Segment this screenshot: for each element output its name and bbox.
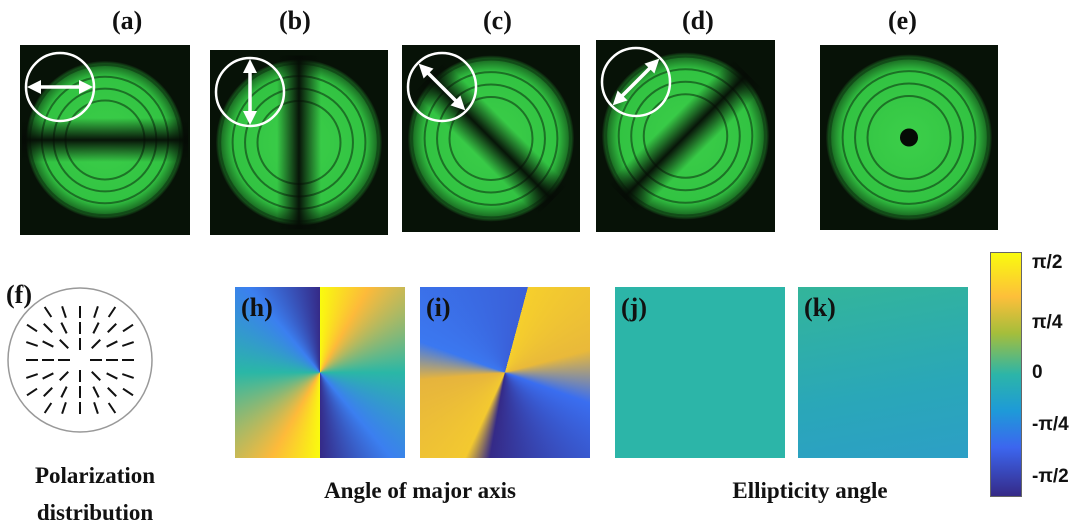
panel-label: (k)	[804, 293, 836, 323]
polarization-segment	[27, 389, 37, 396]
angle-map: (h)	[235, 287, 405, 458]
polarization-segment	[109, 403, 116, 413]
panel-label: (c)	[483, 6, 512, 36]
polarization-segment	[93, 323, 98, 334]
beam-panel	[20, 45, 190, 235]
panel-label: (i)	[426, 293, 451, 323]
polarization-segment	[43, 341, 54, 346]
beam-panel	[210, 50, 388, 235]
panel-label: (j)	[621, 293, 647, 323]
colorbar	[990, 252, 1022, 497]
polarization-segment	[45, 307, 52, 317]
angle-map: (i)	[420, 287, 590, 458]
polarization-segment	[94, 402, 98, 413]
beam-panel	[820, 45, 998, 230]
polarization-segment	[123, 325, 133, 332]
caption: Angle of major axis	[260, 472, 580, 509]
polarization-segment	[61, 387, 66, 398]
figure: (a) (b) (c) (d) (e) (f) (h) (i) (j) (k) …	[0, 0, 1081, 525]
ellipticity-map: (j)	[615, 287, 785, 458]
colorbar-tick-label: 0	[1032, 362, 1043, 384]
polarization-segment	[107, 341, 118, 346]
polarization-segment	[62, 402, 66, 413]
polarization-segment	[92, 340, 100, 348]
polarization-segment	[60, 340, 68, 348]
colorbar-tick-label: π/4	[1032, 312, 1062, 334]
polarization-segment	[94, 306, 98, 317]
beam-core	[900, 129, 918, 147]
polarization-segment	[43, 373, 54, 378]
polarization-segment	[26, 374, 37, 378]
polarization-segment	[108, 388, 116, 396]
colorbar-tick-label: -π/2	[1032, 466, 1069, 488]
polarization-segment	[60, 372, 68, 380]
colorbar-tick-label: π/2	[1032, 252, 1062, 274]
caption: Ellipticity angle	[660, 472, 960, 509]
polarization-segment	[44, 324, 52, 332]
polarization-segment	[123, 389, 133, 396]
polarization-segment	[62, 306, 66, 317]
polarization-segment	[122, 374, 133, 378]
polarization-segment	[45, 403, 52, 413]
polarization-segment	[26, 342, 37, 346]
polarization-segment	[92, 372, 100, 380]
caption: Polarization distribution	[15, 457, 175, 525]
panel-label: (e)	[888, 6, 917, 36]
ellipticity-map: (k)	[798, 287, 968, 458]
polarization-segment	[61, 323, 66, 334]
panel-label: (h)	[241, 293, 273, 323]
panel-label: (b)	[279, 6, 311, 36]
polarization-segment	[108, 324, 116, 332]
polarization-segment	[122, 342, 133, 346]
polarization-segment	[27, 325, 37, 332]
panel-label: (d)	[682, 6, 714, 36]
polarization-segment	[44, 388, 52, 396]
dark-band	[22, 118, 188, 162]
polarization-segment	[107, 373, 118, 378]
polarization-segment	[109, 307, 116, 317]
colorbar-tick-label: -π/4	[1032, 414, 1069, 436]
beam-panel	[402, 45, 580, 232]
beam-panel	[596, 40, 775, 232]
polarization-segment	[93, 387, 98, 398]
panel-label: (f)	[6, 280, 32, 310]
panel-label: (a)	[112, 6, 142, 36]
